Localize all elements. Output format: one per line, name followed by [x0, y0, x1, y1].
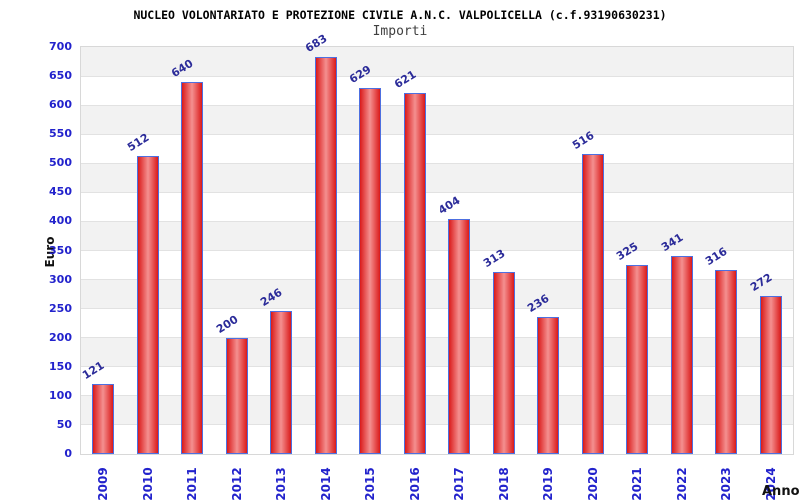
- y-tick-label: 50: [56, 417, 72, 431]
- x-tick-label: 2009: [96, 467, 111, 500]
- bar: [448, 219, 471, 454]
- gridline: [81, 395, 793, 397]
- bar: [403, 92, 426, 454]
- y-tick-label: 450: [49, 185, 72, 199]
- gridline: [81, 133, 793, 135]
- gridline: [81, 337, 793, 339]
- gridline: [81, 308, 793, 310]
- gridline: [81, 191, 793, 193]
- y-tick-label: 550: [49, 127, 72, 141]
- bar: [181, 81, 204, 454]
- y-tick-label: 300: [49, 272, 72, 286]
- x-tick-label: 2021: [630, 467, 645, 500]
- gridline: [81, 162, 793, 164]
- gridline: [81, 366, 793, 368]
- bar: [759, 295, 782, 454]
- x-tick-label: 2020: [585, 467, 600, 500]
- bar: [670, 255, 693, 454]
- x-tick-label: 2014: [318, 467, 333, 500]
- gridline: [81, 250, 793, 251]
- y-tick-label: 650: [49, 69, 72, 83]
- bar: [581, 153, 604, 454]
- chart-subtitle: Importi: [372, 24, 428, 39]
- x-tick-label: 2023: [719, 467, 734, 500]
- x-tick-label: 2013: [274, 467, 289, 500]
- y-tick-label: 350: [49, 243, 72, 257]
- y-tick-label: 500: [49, 156, 72, 170]
- x-tick-label: 2015: [363, 467, 378, 500]
- x-tick-label: 2012: [229, 467, 244, 500]
- gridline: [81, 424, 793, 426]
- x-tick-label: 2017: [452, 467, 467, 500]
- y-tick-label: 700: [49, 40, 72, 53]
- y-tick-label: 200: [49, 330, 72, 344]
- gridline: [81, 104, 793, 106]
- bar: [225, 337, 248, 454]
- bar: [626, 265, 649, 454]
- bar: [136, 156, 159, 454]
- y-tick-label: 400: [49, 214, 72, 228]
- y-tick-label: 0: [64, 447, 72, 460]
- bar: [314, 56, 337, 454]
- bar: [92, 383, 115, 454]
- y-tick-label: 250: [49, 301, 72, 315]
- x-tick-label: 2022: [674, 467, 689, 500]
- plot-border: [80, 46, 794, 455]
- grid-band: [81, 47, 793, 77]
- x-axis-label: Anno: [762, 484, 800, 499]
- bar: [270, 310, 293, 454]
- bar: [715, 270, 738, 454]
- bar: [537, 316, 560, 454]
- x-tick-label: 2011: [185, 467, 200, 500]
- gridline: [81, 75, 793, 77]
- y-tick-label: 600: [49, 98, 72, 112]
- bar: [359, 88, 382, 454]
- y-tick-label: 100: [49, 388, 72, 402]
- x-tick-label: 2016: [407, 467, 422, 500]
- x-tick-label: 2010: [140, 467, 155, 500]
- x-tick-label: 2019: [541, 467, 556, 500]
- gridline: [81, 220, 793, 222]
- y-tick-label: 150: [49, 359, 72, 373]
- gridline: [81, 279, 793, 281]
- bar: [492, 272, 515, 454]
- x-tick-label: 2018: [496, 467, 511, 500]
- chart-title: NUCLEO VOLONTARIATO E PROTEZIONE CIVILE …: [133, 8, 667, 22]
